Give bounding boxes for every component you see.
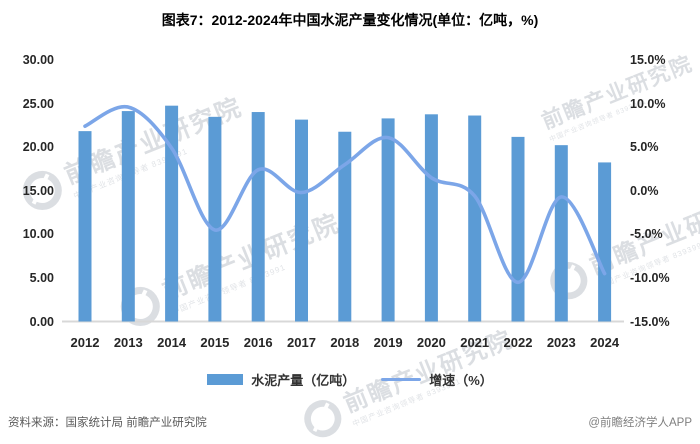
- x-label-2024: 2024: [590, 335, 620, 350]
- left-tick-5.00: 5.00: [29, 270, 54, 285]
- right-tick--15.0%: -15.0%: [630, 314, 670, 329]
- bar-2020: [424, 114, 438, 322]
- right-tick-15.0%: 15.0%: [630, 53, 666, 67]
- right-tick-5.0%: 5.0%: [630, 140, 659, 155]
- right-tick-10.0%: 10.0%: [630, 96, 666, 111]
- bar-2024: [598, 162, 612, 322]
- bar-2013: [121, 111, 135, 322]
- x-label-2020: 2020: [416, 335, 446, 350]
- left-tick-10.00: 10.00: [22, 227, 54, 242]
- x-label-2021: 2021: [460, 335, 490, 350]
- bar-2022: [511, 136, 525, 322]
- x-label-2022: 2022: [503, 335, 533, 350]
- bar-2016: [251, 112, 265, 322]
- x-label-2023: 2023: [546, 335, 576, 350]
- x-label-2014: 2014: [157, 335, 187, 350]
- bar-2018: [338, 131, 352, 322]
- right-tick-0.0%: 0.0%: [630, 183, 659, 198]
- bar-2014: [165, 105, 179, 322]
- bar-2019: [381, 118, 395, 322]
- x-label-2018: 2018: [330, 335, 360, 350]
- x-label-2017: 2017: [287, 335, 316, 350]
- legend-item-growth: 增速（%）: [381, 370, 493, 389]
- left-tick-30.00: 30.00: [22, 53, 54, 67]
- left-tick-15.00: 15.00: [22, 183, 54, 198]
- left-tick-25.00: 25.00: [22, 96, 54, 111]
- bar-2023: [554, 145, 568, 322]
- legend-item-production: 水泥产量（亿吨）: [207, 370, 355, 389]
- growth-line: [83, 104, 607, 285]
- chart-legend: 水泥产量（亿吨） 增速（%）: [0, 370, 700, 389]
- x-label-2012: 2012: [70, 335, 100, 350]
- x-label-2015: 2015: [200, 335, 230, 350]
- bar-2015: [208, 116, 222, 322]
- left-tick-20.00: 20.00: [22, 140, 54, 155]
- x-label-2019: 2019: [373, 335, 403, 350]
- bar-2021: [468, 115, 482, 322]
- x-label-2013: 2013: [113, 335, 143, 350]
- line-series-swatch: [381, 377, 422, 382]
- bar-2012: [78, 131, 92, 322]
- left-tick-0.00: 0.00: [29, 314, 54, 329]
- right-tick--5.0%: -5.0%: [630, 227, 663, 242]
- legend-bar-label: 水泥产量（亿吨）: [251, 373, 356, 388]
- legend-line-label: 增速（%）: [429, 373, 493, 388]
- source-text: 资料来源：国家统计局 前瞻产业研究院: [8, 417, 207, 429]
- copyright-text: @前瞻经济学人APP: [588, 417, 692, 429]
- bar-2017: [295, 119, 308, 322]
- chart-title: 图表7：2012-2024年中国水泥产量变化情况(单位：亿吨，%): [161, 12, 539, 28]
- right-tick--10.0%: -10.0%: [630, 270, 670, 285]
- x-label-2016: 2016: [243, 335, 273, 350]
- bar-series-swatch: [207, 374, 244, 385]
